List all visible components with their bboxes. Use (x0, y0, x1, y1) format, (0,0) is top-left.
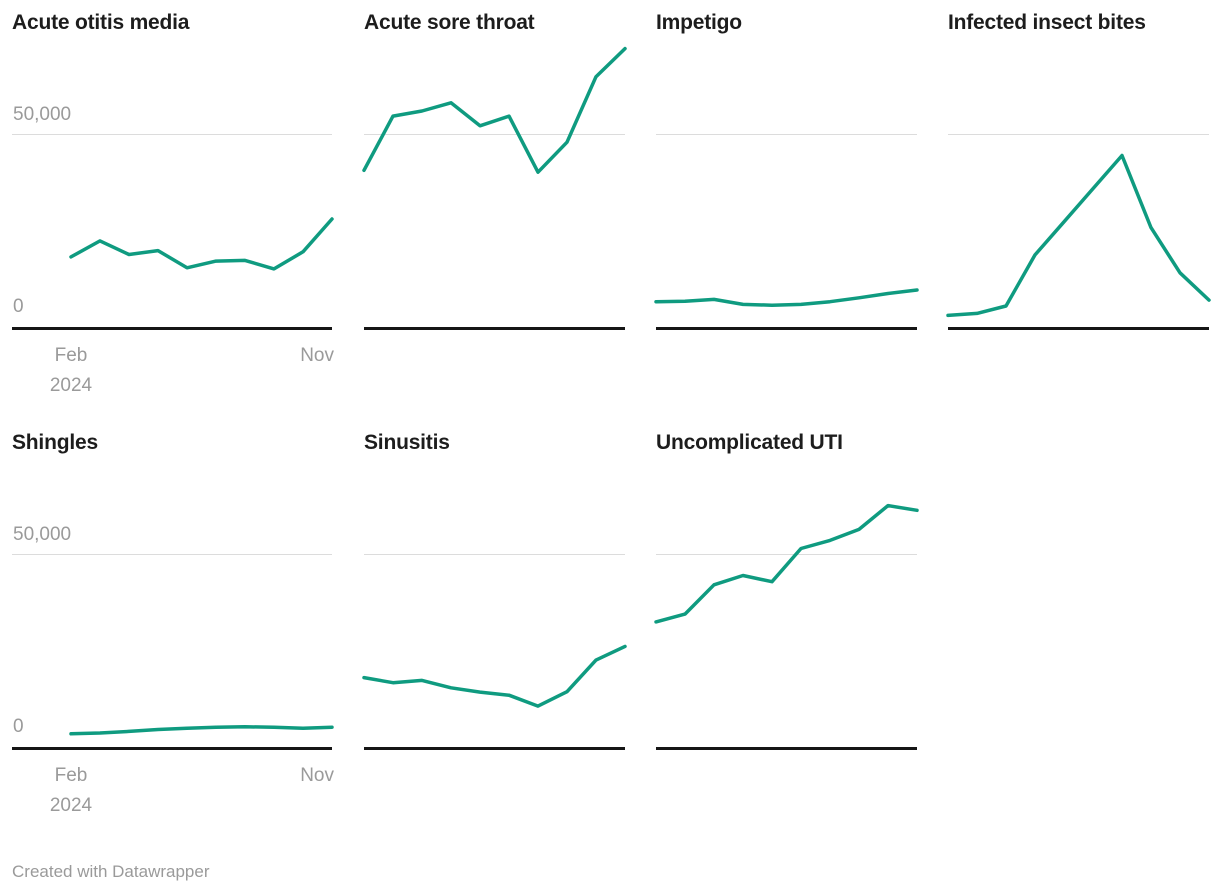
chart-cell-infected-insect-bites: Infected insect bites (946, 0, 1211, 420)
chart-title: Shingles (12, 431, 98, 454)
gridline-50000 (656, 134, 917, 135)
chart-title: Infected insect bites (948, 11, 1146, 34)
chart-cell-sinusitis: Sinusitis (362, 420, 627, 840)
line-chart (69, 217, 334, 271)
x-axis-tick-nov: Nov (300, 765, 334, 786)
x-axis-line (364, 747, 625, 750)
chart-cell-uncomplicated-uti: Uncomplicated UTI (654, 420, 919, 840)
data-line (69, 725, 334, 736)
chart-title: Impetigo (656, 11, 742, 34)
chart-cell-acute-otitis-media: Acute otitis media 50,000 0 Feb 2024 Nov (12, 0, 334, 420)
y-axis-zero-label: 0 (13, 716, 24, 737)
x-axis-tick-feb: Feb (54, 345, 88, 366)
chart-cell-shingles: Shingles 50,000 0 Feb 2024 Nov (12, 420, 334, 840)
chart-title: Acute otitis media (12, 11, 190, 34)
line-chart (362, 46, 627, 174)
gridline-50000 (656, 554, 917, 555)
gridline-50000 (12, 134, 332, 135)
x-axis-line (948, 327, 1209, 330)
y-axis-tick-label: 50,000 (13, 524, 72, 545)
chart-cell-impetigo: Impetigo (654, 0, 919, 420)
datawrapper-attribution-link[interactable]: Created with Datawrapper (12, 862, 210, 881)
gridline-50000 (948, 134, 1209, 135)
gridline-50000 (12, 554, 332, 555)
line-chart (69, 725, 334, 736)
line-chart (654, 503, 919, 624)
chart-title: Acute sore throat (364, 11, 535, 34)
line-chart (362, 644, 627, 708)
x-axis-line (364, 327, 625, 330)
y-axis-zero-label: 0 (13, 296, 24, 317)
x-axis-line (12, 747, 332, 750)
x-axis-line (656, 327, 917, 330)
chart-title: Sinusitis (364, 431, 450, 454)
gridline-50000 (364, 134, 625, 135)
line-chart (654, 288, 919, 307)
y-axis-tick-label: 50,000 (13, 104, 72, 125)
data-line (654, 288, 919, 307)
x-axis-tick-year: 2024 (49, 795, 93, 816)
data-line (946, 153, 1211, 318)
chart-title: Uncomplicated UTI (656, 431, 843, 454)
x-axis-tick-year: 2024 (49, 375, 93, 396)
x-axis-tick-nov: Nov (300, 345, 334, 366)
x-axis-line (656, 747, 917, 750)
gridline-50000 (364, 554, 625, 555)
line-chart (946, 153, 1211, 318)
data-line (69, 217, 334, 271)
data-line (362, 46, 627, 174)
x-axis-tick-feb: Feb (54, 765, 88, 786)
x-axis-line (12, 327, 332, 330)
data-line (362, 644, 627, 708)
data-line (654, 503, 919, 624)
chart-cell-acute-sore-throat: Acute sore throat (362, 0, 627, 420)
